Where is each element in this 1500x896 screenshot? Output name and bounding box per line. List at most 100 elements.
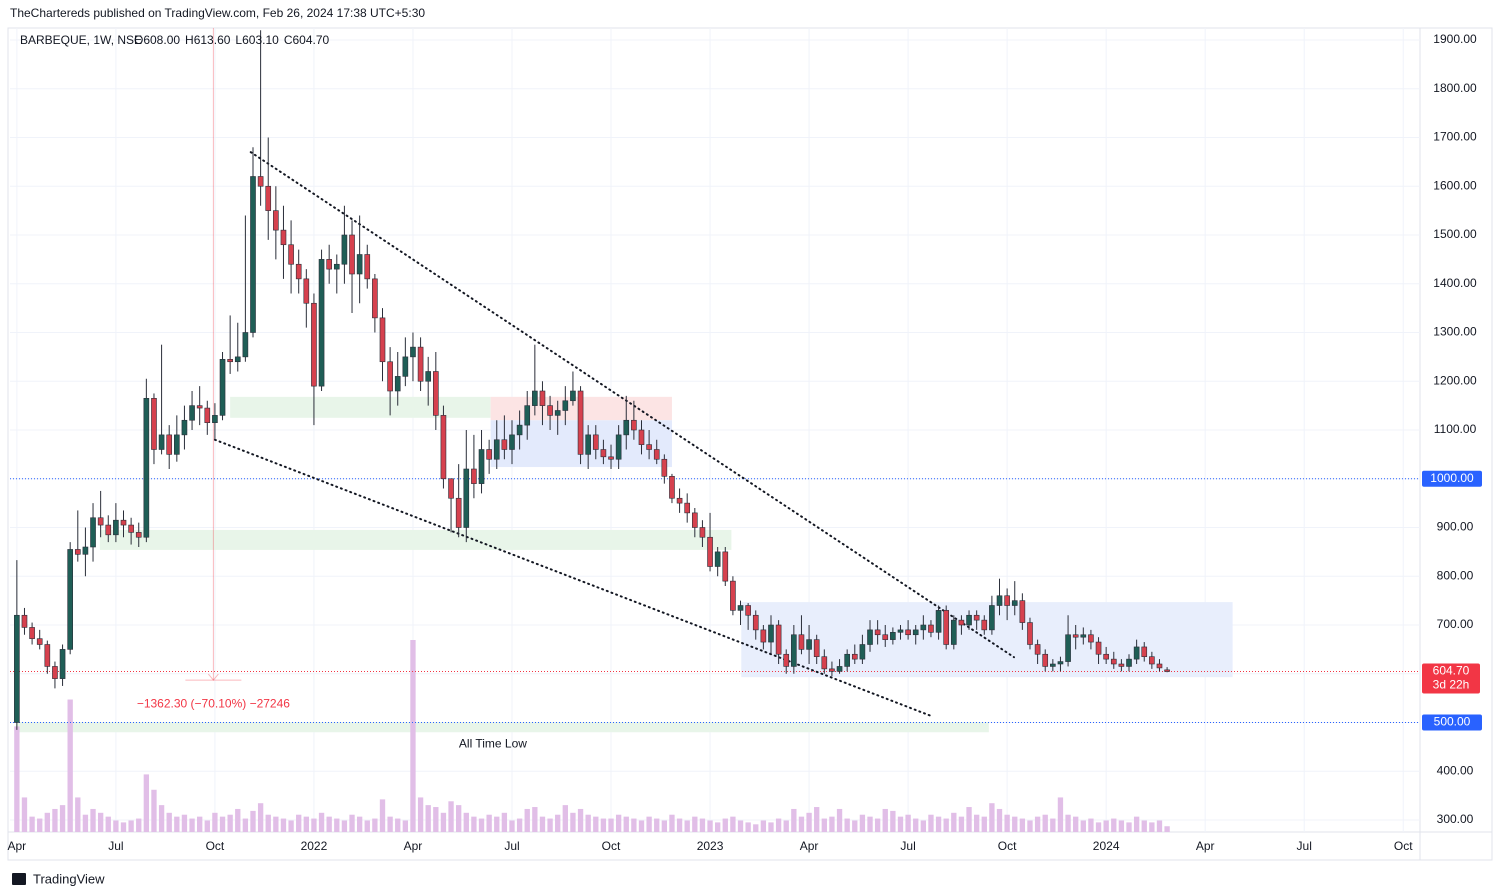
volume-bar xyxy=(296,814,302,832)
candle-body xyxy=(981,619,988,631)
candle-body xyxy=(890,632,896,640)
candle-body xyxy=(966,614,972,626)
volume-bar xyxy=(341,820,348,832)
x-tick-label: Jul xyxy=(900,839,915,853)
candle-body xyxy=(707,536,713,567)
volume-bar xyxy=(737,820,744,832)
volume-bar xyxy=(638,820,645,832)
volume-bar xyxy=(1149,822,1155,832)
candle-body xyxy=(867,629,873,645)
volume-bar xyxy=(311,818,317,832)
y-tick-label: 1100.00 xyxy=(1434,422,1477,436)
volume-bar xyxy=(669,814,675,832)
candle-body xyxy=(653,449,660,460)
volume-bar xyxy=(14,726,20,832)
volume-bar xyxy=(1133,816,1140,832)
volume-bar xyxy=(935,816,942,832)
volume-bar xyxy=(836,808,843,832)
volume-bar xyxy=(516,818,523,832)
y-tick-label: 800.00 xyxy=(1437,568,1474,582)
candle-body xyxy=(471,468,477,484)
volume-bar xyxy=(821,818,827,832)
zone xyxy=(230,396,491,418)
candle-body xyxy=(1110,658,1117,665)
candle-body xyxy=(463,468,470,528)
candle-body xyxy=(638,429,645,445)
volume-bar xyxy=(867,816,873,832)
candle-body xyxy=(973,614,980,621)
price-label-box xyxy=(1422,470,1482,487)
y-tick-label: 1200.00 xyxy=(1433,373,1477,387)
volume-bar xyxy=(334,818,340,832)
candle-body xyxy=(813,639,820,657)
candle-body xyxy=(364,254,371,280)
candle-body xyxy=(1103,653,1109,660)
candle-body xyxy=(1126,658,1132,667)
candle-body xyxy=(631,419,637,431)
volume-bar xyxy=(1019,818,1026,832)
candle-body xyxy=(204,407,211,423)
candle-body xyxy=(36,638,43,645)
candle-body xyxy=(242,332,249,358)
candle-body xyxy=(524,405,531,426)
volume-bar xyxy=(59,805,66,832)
candle-body xyxy=(448,478,454,499)
volume-bar xyxy=(273,816,279,832)
y-tick-label: 1700.00 xyxy=(1433,130,1477,144)
volume-bar xyxy=(212,812,218,832)
volume-bar xyxy=(136,818,142,832)
volume-bar xyxy=(524,808,530,832)
candle-body xyxy=(829,668,835,672)
volume-bar xyxy=(859,814,866,832)
price-label: 1000.00 xyxy=(1430,471,1474,485)
candle-body xyxy=(920,624,927,631)
price-label-box xyxy=(1422,714,1482,731)
volume-bar xyxy=(1156,820,1163,832)
candle-body xyxy=(265,185,272,211)
candle-body xyxy=(592,434,599,450)
volume-bar xyxy=(448,801,454,832)
volume-bar xyxy=(920,820,927,832)
volume-bar xyxy=(814,807,820,832)
candle-body xyxy=(600,449,607,458)
candle-body xyxy=(1019,600,1026,623)
volume-bar xyxy=(1073,816,1079,832)
candle-body xyxy=(760,629,767,643)
zones xyxy=(16,396,1233,733)
volume-bar xyxy=(585,814,591,832)
volume-bar xyxy=(958,816,965,832)
candle-body xyxy=(646,444,652,450)
candle-body xyxy=(882,634,889,640)
candle-body xyxy=(989,605,995,631)
x-tick-label: Apr xyxy=(8,839,27,853)
volume-bar xyxy=(29,816,35,832)
countdown-label: 3d 22h xyxy=(1433,678,1470,692)
volume-bar xyxy=(913,818,919,832)
volume-bar xyxy=(806,812,812,832)
candle-body xyxy=(905,629,911,636)
footer-brand: TradingView xyxy=(33,871,105,886)
candle-body xyxy=(14,614,20,723)
candle-body xyxy=(1027,622,1033,645)
candle-body xyxy=(425,371,432,382)
volume-bar xyxy=(128,820,134,832)
candle-body xyxy=(791,634,797,667)
candle-body xyxy=(128,524,134,533)
candle-body xyxy=(1042,653,1049,667)
volume-bar xyxy=(90,808,96,832)
candle-body xyxy=(387,361,393,392)
volume-bar xyxy=(852,820,858,832)
volume-bar xyxy=(973,814,980,832)
volume-bar xyxy=(562,805,568,832)
volume-bar xyxy=(593,816,599,832)
volume-bar xyxy=(21,797,28,832)
candle-body xyxy=(554,410,561,416)
volume-bar xyxy=(181,814,188,832)
x-tick-label: Oct xyxy=(206,839,225,853)
candle-body xyxy=(897,629,904,633)
annotation: All Time Low xyxy=(459,737,527,751)
candle-body xyxy=(1034,644,1041,655)
candle-body xyxy=(714,551,721,567)
x-tick-label: Oct xyxy=(1394,839,1413,853)
